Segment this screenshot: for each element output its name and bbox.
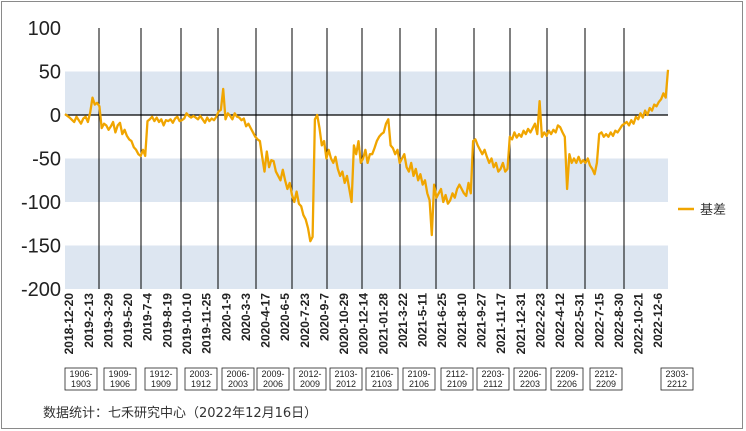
contract-range-label: 2103 <box>372 379 392 389</box>
contract-range-label: 2209- <box>555 369 578 379</box>
contract-range-label: 2006 <box>263 379 283 389</box>
contract-range-label: 2003 <box>228 379 248 389</box>
contract-range-label: 2203- <box>481 369 504 379</box>
data-source-note: 数据统计：七禾研究中心（2022年12月16日） <box>43 406 318 421</box>
contract-range-label: 1909 <box>151 379 171 389</box>
x-tick-label: 2022-12-6 <box>651 293 665 348</box>
contract-range-label: 2009 <box>300 379 320 389</box>
contract-range-label: 1906 <box>110 379 130 389</box>
y-tick-label: -150 <box>21 236 61 258</box>
contract-range-box <box>440 367 474 391</box>
contract-range-label: 2212 <box>667 379 687 389</box>
basis-series-line <box>64 69 670 243</box>
contract-range-label: 2112 <box>483 379 502 389</box>
x-tick-label: 2022-8-30 <box>612 293 626 348</box>
contract-range-box <box>329 367 363 391</box>
contract-range-box <box>103 367 137 391</box>
band-0 <box>65 71 668 115</box>
y-tick-label: -50 <box>32 149 61 171</box>
x-tick-label: 2021-11-17 <box>494 293 508 354</box>
x-tick-label: 2022-10-21 <box>632 293 646 355</box>
contract-range-label: 2106- <box>370 369 393 379</box>
x-tick-label: 2020-1-9 <box>219 293 233 341</box>
contract-range-box <box>660 367 694 391</box>
contract-range-label: 2003- <box>189 369 212 379</box>
x-tick-label: 2020-12-14 <box>357 293 371 355</box>
x-tick-label: 2020-4-17 <box>259 293 273 348</box>
contract-range-label: 2109- <box>407 369 430 379</box>
contract-range-label: 2103- <box>334 369 357 379</box>
contract-range-label: 2112- <box>446 369 468 379</box>
contract-range-label: 2212- <box>594 369 617 379</box>
contract-range-box <box>293 367 327 391</box>
contract-range-label: 2209 <box>596 379 616 389</box>
legend-label: 基差 <box>700 202 726 217</box>
y-tick-label: 50 <box>39 62 61 84</box>
x-tick-label: 2019-7-4 <box>141 293 155 341</box>
contract-range-label: 1912 <box>191 379 211 389</box>
contract-range-label: 2206 <box>557 379 577 389</box>
x-tick-label: 2020-7-23 <box>298 293 312 348</box>
x-tick-label: 2019-2-13 <box>82 293 96 348</box>
contract-range-label: 2009- <box>261 369 284 379</box>
y-tick-label: 0 <box>50 105 61 127</box>
contract-range-label: 2106 <box>409 379 429 389</box>
x-tick-label: 2020-6-5 <box>278 293 292 341</box>
contract-range-box <box>256 367 290 391</box>
x-tick-label: 2021-6-25 <box>435 293 449 348</box>
contract-range-label: 1912- <box>149 369 172 379</box>
x-tick-label: 2020-3-3 <box>239 293 253 341</box>
x-tick-label: 2022-5-31 <box>573 293 587 348</box>
x-tick-label: 2018-12-20 <box>62 293 76 355</box>
x-tick-label: 2021-01-28 <box>376 293 390 355</box>
contract-range-box <box>365 367 399 391</box>
x-tick-label: 2019-10-10 <box>180 293 194 355</box>
contract-range-label: 2012 <box>336 379 356 389</box>
contract-range-box <box>144 367 178 391</box>
contract-range-label: 1903 <box>71 379 91 389</box>
contract-range-label: 2109 <box>447 379 467 389</box>
x-tick-label: 2021-12-31 <box>514 293 528 355</box>
x-tick-label: 2021-8-10 <box>455 293 469 348</box>
contract-range-box <box>64 367 98 391</box>
contract-range-box <box>589 367 623 391</box>
contract-range-label: 2012- <box>298 369 321 379</box>
contract-range-label: 1909- <box>108 369 131 379</box>
contract-range-label: 2006- <box>226 369 249 379</box>
x-tick-label: 2019-3-29 <box>101 293 115 348</box>
contract-range-box <box>402 367 436 391</box>
x-tick-label: 2022-4-12 <box>553 293 567 348</box>
contract-range-label: 2206- <box>518 369 541 379</box>
y-tick-label: -100 <box>21 192 61 214</box>
contract-range-box <box>513 367 547 391</box>
x-tick-label: 2022-7-15 <box>592 293 606 348</box>
contract-range-box <box>476 367 510 391</box>
x-tick-label: 2019-8-19 <box>160 293 174 348</box>
band-2 <box>65 245 668 289</box>
x-tick-label: 2021-5-11 <box>416 293 430 347</box>
x-tick-label: 2019-11-25 <box>200 293 214 354</box>
contract-range-label: 2303- <box>665 369 688 379</box>
x-tick-label: 2019-5-20 <box>121 293 135 348</box>
contract-range-box <box>550 367 584 391</box>
y-tick-label: 100 <box>28 18 61 40</box>
x-tick-label: 2020-10-29 <box>337 293 351 355</box>
contract-range-label: 1906- <box>69 369 92 379</box>
band-1 <box>65 158 668 202</box>
contract-range-box <box>221 367 255 391</box>
x-tick-label: 2021-3-22 <box>396 293 410 348</box>
x-tick-label: 2021-9-27 <box>475 293 489 348</box>
contract-range-box <box>184 367 218 391</box>
x-tick-label: 2022-2-23 <box>533 293 547 348</box>
contract-range-label: 2203 <box>520 379 540 389</box>
y-tick-label: -200 <box>21 279 61 301</box>
x-tick-label: 2020-9-7 <box>317 293 331 341</box>
